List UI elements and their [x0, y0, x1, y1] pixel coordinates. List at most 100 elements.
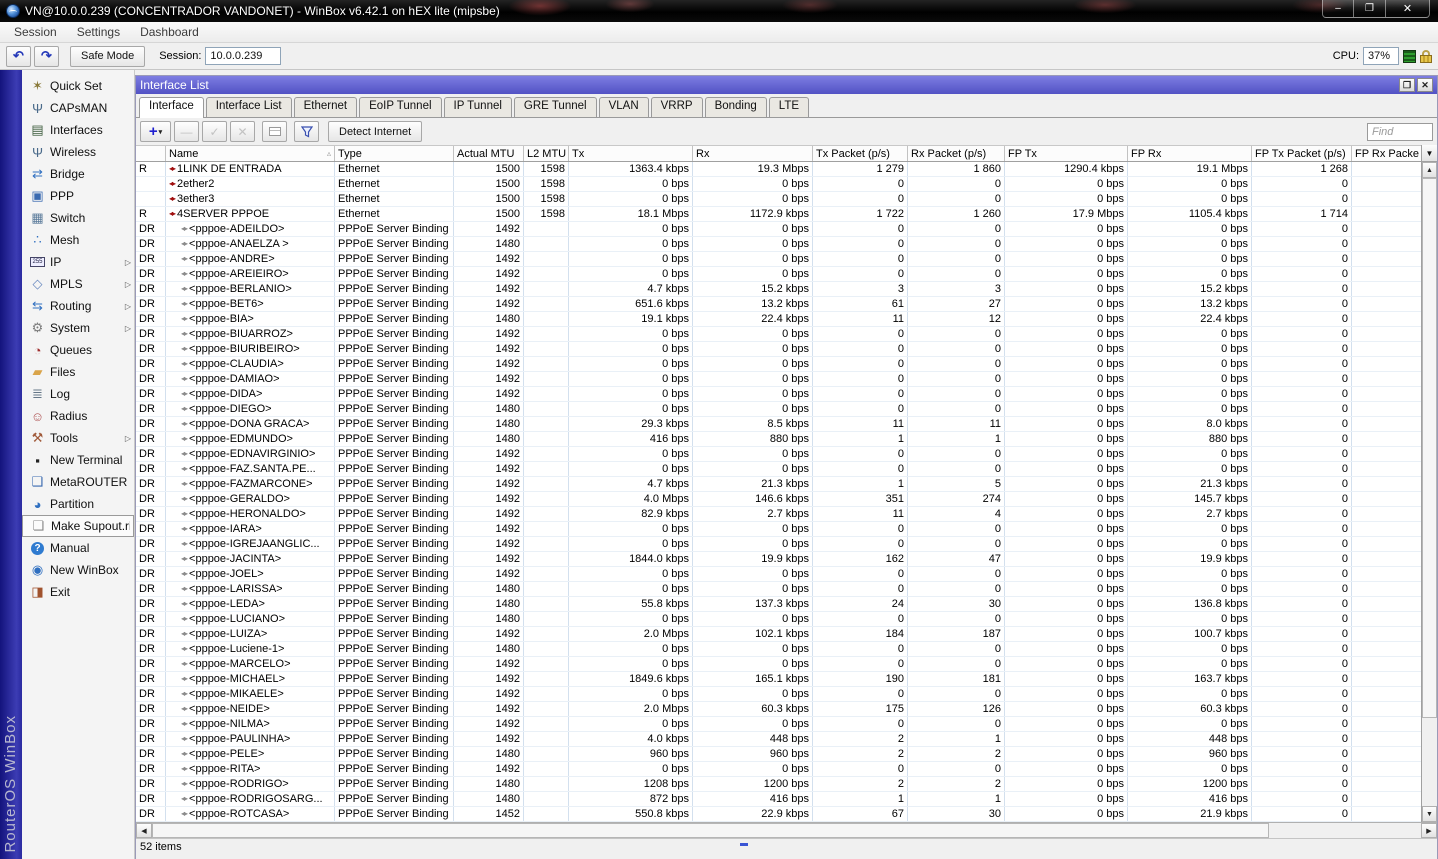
sidebar-item-bridge[interactable]: ⇄ Bridge	[22, 163, 134, 185]
tab-ip-tunnel[interactable]: IP Tunnel	[443, 97, 512, 117]
table-row[interactable]: R ◂▸ 1LINK DE ENTRADA Ethernet 1500 1598 1363.…	[136, 162, 1421, 177]
scroll-down-button[interactable]: ▼	[1422, 806, 1437, 822]
col-header-name[interactable]: Name ▵	[166, 146, 335, 161]
col-header-rx[interactable]: Rx	[693, 146, 813, 161]
sidebar-item-interfaces[interactable]: ▤ Interfaces	[22, 119, 134, 141]
sidebar-item-tools[interactable]: ⚒ Tools ▷	[22, 427, 134, 449]
undo-button[interactable]: ↶	[6, 45, 31, 67]
menu-item-settings[interactable]: Settings	[76, 25, 121, 39]
safe-mode-button[interactable]: Safe Mode	[70, 45, 146, 67]
tab-ethernet[interactable]: Ethernet	[293, 97, 358, 117]
find-input[interactable]	[1367, 122, 1433, 141]
col-header-fp_tx[interactable]: FP Tx	[1005, 146, 1128, 161]
tab-bonding[interactable]: Bonding	[704, 97, 767, 117]
minimize-button[interactable]: –	[1322, 0, 1354, 18]
sidebar-item-exit[interactable]: ◨ Exit	[22, 581, 134, 603]
horizontal-scroll-thumb[interactable]	[152, 823, 1269, 838]
tab-eoip-tunnel[interactable]: EoIP Tunnel	[359, 97, 442, 117]
col-header-tx[interactable]: Tx	[569, 146, 693, 161]
sidebar-item-new-terminal[interactable]: ▪ New Terminal	[22, 449, 134, 471]
redo-button[interactable]: ↷	[34, 45, 59, 67]
sidebar-item-new-winbox[interactable]: ◉ New WinBox	[22, 559, 134, 581]
tab-interface-list[interactable]: Interface List	[205, 97, 292, 117]
table-row[interactable]: DR ◂▸ <pppoe-ANDRE> PPPoE Server Binding 149…	[136, 252, 1421, 267]
scroll-right-button[interactable]: ▶	[1421, 823, 1437, 838]
table-row[interactable]: DR ◂▸ <pppoe-LARISSA> PPPoE Server Binding 1…	[136, 582, 1421, 597]
disable-button[interactable]: ✕	[230, 121, 255, 142]
table-row[interactable]: DR ◂▸ <pppoe-LUCIANO> PPPoE Server Binding 1…	[136, 612, 1421, 627]
filter-button[interactable]	[294, 121, 319, 142]
tab-vrrp[interactable]: VRRP	[650, 97, 703, 117]
tab-interface[interactable]: Interface	[139, 97, 204, 118]
table-row[interactable]: DR ◂▸ <pppoe-MICHAEL> PPPoE Server Binding 1…	[136, 672, 1421, 687]
sidebar-item-ppp[interactable]: ▣ PPP	[22, 185, 134, 207]
vertical-scroll-thumb[interactable]	[1422, 178, 1437, 719]
table-row[interactable]: ◂▸ 2ether2 Ethernet 1500 1598 0 bps 0 bps 0 0 0 b…	[136, 177, 1421, 192]
vertical-scrollbar[interactable]: ▼ ▲ ▼	[1421, 145, 1437, 822]
sidebar-item-capsman[interactable]: Ψ CAPsMAN	[22, 97, 134, 119]
table-row[interactable]: ◂▸ 3ether3 Ethernet 1500 1598 0 bps 0 bps 0 0 0 b…	[136, 192, 1421, 207]
table-row[interactable]: DR ◂▸ <pppoe-IGREJAANGLIC... PPPoE Server B…	[136, 537, 1421, 552]
table-row[interactable]: DR ◂▸ <pppoe-ADEILDO> PPPoE Server Binding 1…	[136, 222, 1421, 237]
child-restore-button[interactable]: ❐	[1399, 78, 1415, 92]
table-row[interactable]: DR ◂▸ <pppoe-CLAUDIA> PPPoE Server Binding 1…	[136, 357, 1421, 372]
table-row[interactable]: DR ◂▸ <pppoe-DAMIAO> PPPoE Server Binding 14…	[136, 372, 1421, 387]
comment-button[interactable]	[262, 121, 287, 142]
table-row[interactable]: DR ◂▸ <pppoe-Luciene-1> PPPoE Server Bindin…	[136, 642, 1421, 657]
traffic-graph-icon[interactable]	[1403, 49, 1416, 63]
table-row[interactable]: DR ◂▸ <pppoe-BIUARROZ> PPPoE Server Binding…	[136, 327, 1421, 342]
table-row[interactable]: DR ◂▸ <pppoe-RITA> PPPoE Server Binding 1492…	[136, 762, 1421, 777]
table-row[interactable]: DR ◂▸ <pppoe-AREIEIRO> PPPoE Server Binding…	[136, 267, 1421, 282]
horizontal-scrollbar[interactable]: ◀ ▶	[136, 822, 1437, 838]
table-row[interactable]: DR ◂▸ <pppoe-RODRIGOSARG... PPPoE Server Bi…	[136, 792, 1421, 807]
table-row[interactable]: DR ◂▸ <pppoe-FAZ.SANTA.PE... PPPoE Server B…	[136, 462, 1421, 477]
table-row[interactable]: DR ◂▸ <pppoe-HERONALDO> PPPoE Server Bindin…	[136, 507, 1421, 522]
menu-item-dashboard[interactable]: Dashboard	[140, 25, 199, 39]
table-row[interactable]: DR ◂▸ <pppoe-DONA GRACA> PPPoE Server Bindi…	[136, 417, 1421, 432]
detect-internet-button[interactable]: Detect Internet	[328, 121, 423, 142]
child-close-button[interactable]: ✕	[1417, 78, 1433, 92]
sidebar-item-queues[interactable]: ◔ Queues	[22, 339, 134, 361]
table-row[interactable]: DR ◂▸ <pppoe-GERALDO> PPPoE Server Binding 1…	[136, 492, 1421, 507]
col-header-tx_packet[interactable]: Tx Packet (p/s)	[813, 146, 908, 161]
sidebar-item-wireless[interactable]: Ψ Wireless	[22, 141, 134, 163]
sidebar-item-switch[interactable]: ▦ Switch	[22, 207, 134, 229]
scroll-up-button[interactable]: ▲	[1422, 162, 1437, 178]
table-row[interactable]: DR ◂▸ <pppoe-EDNAVIRGINIO> PPPoE Server Bin…	[136, 447, 1421, 462]
table-row[interactable]: DR ◂▸ <pppoe-NEIDE> PPPoE Server Binding 149…	[136, 702, 1421, 717]
table-row[interactable]: R ◂▸ 4SERVER PPPOE Ethernet 1500 1598 18.1 Mbp…	[136, 207, 1421, 222]
tab-gre-tunnel[interactable]: GRE Tunnel	[513, 97, 597, 117]
add-interface-button[interactable]: + ▾	[140, 121, 171, 142]
col-header-fp_tx_packet[interactable]: FP Tx Packet (p/s)	[1252, 146, 1352, 161]
col-header-type[interactable]: Type	[335, 146, 454, 161]
remove-button[interactable]: —	[174, 121, 199, 142]
col-header-fp_rx[interactable]: FP Rx	[1128, 146, 1252, 161]
table-row[interactable]: DR ◂▸ <pppoe-LUIZA> PPPoE Server Binding 149…	[136, 627, 1421, 642]
table-row[interactable]: DR ◂▸ <pppoe-BET6> PPPoE Server Binding 1492…	[136, 297, 1421, 312]
table-row[interactable]: DR ◂▸ <pppoe-BERLANIO> PPPoE Server Binding…	[136, 282, 1421, 297]
table-row[interactable]: DR ◂▸ <pppoe-FAZMARCONE> PPPoE Server Bindi…	[136, 477, 1421, 492]
sidebar-item-partition[interactable]: ◕ Partition	[22, 493, 134, 515]
table-row[interactable]: DR ◂▸ <pppoe-NILMA> PPPoE Server Binding 149…	[136, 717, 1421, 732]
col-header-l2_mtu[interactable]: L2 MTU	[524, 146, 569, 161]
sidebar-item-quick-set[interactable]: ✶ Quick Set	[22, 75, 134, 97]
table-row[interactable]: DR ◂▸ <pppoe-LEDA> PPPoE Server Binding 1480…	[136, 597, 1421, 612]
sidebar-item-make-supout-rif[interactable]: ❏ Make Supout.rif	[22, 515, 134, 537]
table-row[interactable]: DR ◂▸ <pppoe-DIDA> PPPoE Server Binding 1492…	[136, 387, 1421, 402]
sidebar-item-ip[interactable]: 255 IP ▷	[22, 251, 134, 273]
table-row[interactable]: DR ◂▸ <pppoe-JACINTA> PPPoE Server Binding 1…	[136, 552, 1421, 567]
sidebar-item-files[interactable]: ▰ Files	[22, 361, 134, 383]
sidebar-item-log[interactable]: ≣ Log	[22, 383, 134, 405]
sidebar-item-routing[interactable]: ⇆ Routing ▷	[22, 295, 134, 317]
sidebar-item-mesh[interactable]: ∴ Mesh	[22, 229, 134, 251]
table-row[interactable]: DR ◂▸ <pppoe-DIEGO> PPPoE Server Binding 148…	[136, 402, 1421, 417]
tab-lte[interactable]: LTE	[768, 97, 810, 117]
close-button[interactable]: ✕	[1386, 0, 1430, 18]
col-header-fp_rx_packet[interactable]: FP Rx Packe	[1352, 146, 1421, 161]
sidebar-item-metarouter[interactable]: ❑ MetaROUTER	[22, 471, 134, 493]
table-row[interactable]: DR ◂▸ <pppoe-RODRIGO> PPPoE Server Binding 1…	[136, 777, 1421, 792]
table-row[interactable]: DR ◂▸ <pppoe-BIURIBEIRO> PPPoE Server Bindi…	[136, 342, 1421, 357]
table-row[interactable]: DR ◂▸ <pppoe-ROTCASA> PPPoE Server Binding 1…	[136, 807, 1421, 822]
maximize-button[interactable]: ❐	[1354, 0, 1386, 18]
table-row[interactable]: DR ◂▸ <pppoe-JOEL> PPPoE Server Binding 1492…	[136, 567, 1421, 582]
